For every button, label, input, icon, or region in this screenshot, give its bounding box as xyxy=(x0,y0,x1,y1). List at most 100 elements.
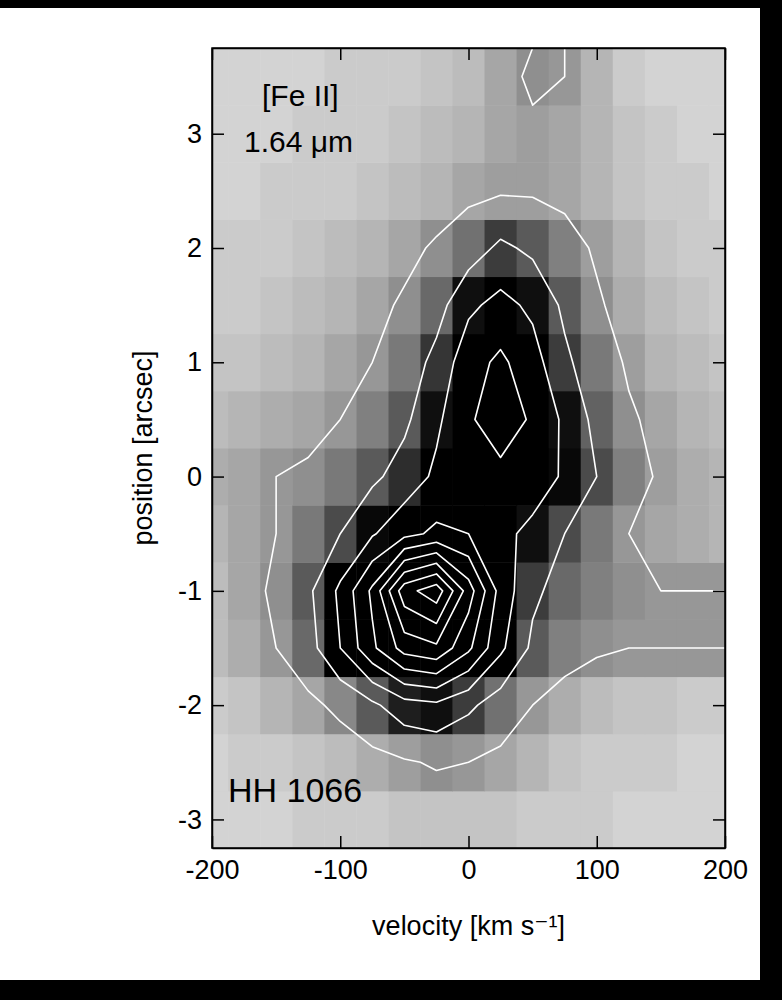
cell xyxy=(517,619,550,677)
cell xyxy=(212,277,229,335)
tick xyxy=(713,248,725,249)
contour xyxy=(380,553,474,660)
cell xyxy=(356,105,389,163)
cell xyxy=(212,105,229,163)
cell xyxy=(212,391,229,449)
cell xyxy=(228,277,261,335)
cell xyxy=(677,677,710,735)
cell xyxy=(581,677,614,735)
cell xyxy=(677,734,710,792)
tick-mark xyxy=(212,819,224,821)
cell xyxy=(581,105,614,163)
cell xyxy=(549,277,582,335)
tick-label: 1 xyxy=(187,347,202,377)
y-axis: -3-2-10123 xyxy=(178,49,224,849)
tick-label: 0 xyxy=(187,462,202,492)
tick-label: -1 xyxy=(178,576,202,606)
cell xyxy=(485,677,518,735)
cell xyxy=(292,391,325,449)
cell xyxy=(517,791,550,848)
tick-mark xyxy=(212,591,224,593)
annotation: HH 1066 xyxy=(228,771,362,809)
tick: 0 xyxy=(187,462,224,492)
axis-line xyxy=(212,49,214,849)
annotation: 1.64 μm xyxy=(244,125,353,158)
tick: 1 xyxy=(187,347,224,377)
tick: -3 xyxy=(178,805,224,835)
tick xyxy=(469,48,470,60)
cell xyxy=(549,334,582,392)
tick-label: 200 xyxy=(703,855,748,885)
cell xyxy=(324,677,357,735)
tick-mark xyxy=(212,476,224,478)
cell xyxy=(613,48,646,106)
cell xyxy=(581,219,614,277)
cell xyxy=(212,48,229,106)
cell xyxy=(228,162,261,220)
cell xyxy=(485,219,518,277)
cell xyxy=(677,791,710,848)
cell xyxy=(420,277,453,335)
tick: 100 xyxy=(575,836,620,885)
cell xyxy=(356,48,389,106)
cell xyxy=(645,105,678,163)
cell xyxy=(517,162,550,220)
cell xyxy=(356,505,389,563)
cell xyxy=(485,734,518,792)
cell xyxy=(581,791,614,848)
tick xyxy=(713,477,725,478)
cell xyxy=(420,162,453,220)
tick-label: 2 xyxy=(187,233,202,263)
cell xyxy=(324,277,357,335)
cell xyxy=(452,48,485,106)
x-axis: -200-1000100200 xyxy=(185,836,748,885)
cell xyxy=(324,162,357,220)
axis-line xyxy=(725,49,727,849)
cell xyxy=(292,677,325,735)
cell xyxy=(645,677,678,735)
cell xyxy=(677,334,710,392)
cell xyxy=(452,791,485,848)
cell xyxy=(709,677,725,735)
cell xyxy=(420,505,453,563)
x-axis-title: velocity [km s⁻¹] xyxy=(372,911,565,941)
cell xyxy=(260,162,293,220)
cell xyxy=(212,334,229,392)
cell xyxy=(388,48,421,106)
cell xyxy=(485,562,518,620)
cell xyxy=(549,105,582,163)
cell xyxy=(292,562,325,620)
cell xyxy=(260,219,293,277)
cell xyxy=(613,277,646,335)
cell xyxy=(645,791,678,848)
tick-mark xyxy=(713,705,725,707)
cell xyxy=(228,334,261,392)
cell xyxy=(581,334,614,392)
cell xyxy=(613,334,646,392)
cell xyxy=(212,677,229,735)
annotation: [Fe II] xyxy=(262,79,339,112)
cell xyxy=(613,791,646,848)
cell xyxy=(645,334,678,392)
cell xyxy=(420,48,453,106)
cell xyxy=(388,791,421,848)
cell xyxy=(549,162,582,220)
cell xyxy=(228,48,261,106)
cell xyxy=(709,391,725,449)
contour xyxy=(313,239,597,732)
cell xyxy=(292,219,325,277)
tick-label: 100 xyxy=(575,855,620,885)
cell xyxy=(388,105,421,163)
tick xyxy=(713,134,725,135)
cell xyxy=(485,619,518,677)
cell xyxy=(485,105,518,163)
cell xyxy=(709,162,725,220)
cell xyxy=(485,277,518,335)
cell xyxy=(356,448,389,506)
cell xyxy=(581,562,614,620)
cell xyxy=(613,391,646,449)
cell xyxy=(645,277,678,335)
cell xyxy=(677,448,710,506)
cell xyxy=(709,277,725,335)
cell xyxy=(485,505,518,563)
